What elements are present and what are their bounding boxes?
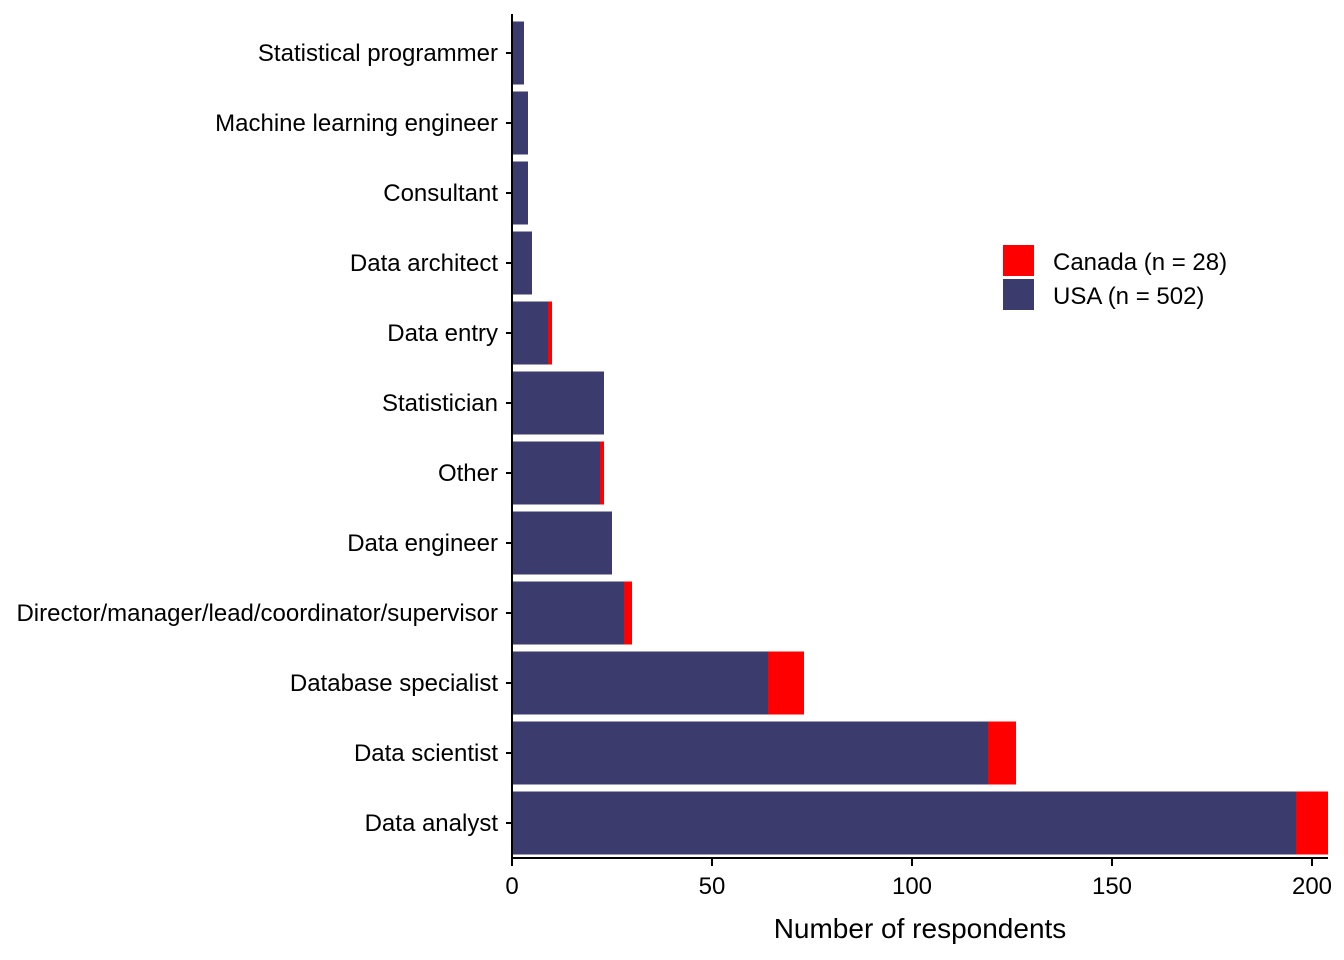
x-tick-label: 100 — [892, 873, 932, 900]
bar-usa-5 — [512, 441, 600, 505]
bar-usa-11 — [512, 21, 524, 85]
x-axis-ticks: 0 50 100 150 200 — [505, 858, 1332, 900]
legend-swatch-canada — [1003, 245, 1034, 276]
category-label: Data entry — [387, 320, 498, 347]
category-label: Consultant — [383, 180, 498, 207]
bar-canada-5 — [600, 441, 604, 505]
bars-group — [512, 21, 1328, 855]
category-label: Data scientist — [354, 740, 498, 767]
category-label: Machine learning engineer — [215, 110, 498, 137]
legend: Canada (n = 28) USA (n = 502) — [1003, 245, 1227, 310]
x-tick-label: 50 — [699, 873, 726, 900]
category-label: Other — [438, 460, 498, 487]
bar-usa-6 — [512, 371, 604, 435]
x-tick-label: 0 — [505, 873, 518, 900]
legend-label-usa: USA (n = 502) — [1053, 283, 1204, 310]
x-axis-title: Number of respondents — [774, 913, 1067, 944]
legend-label-canada: Canada (n = 28) — [1053, 249, 1227, 276]
category-label: Database specialist — [290, 670, 498, 697]
bar-canada-0 — [1296, 791, 1328, 855]
category-label: Statistician — [382, 390, 498, 417]
category-label: Data architect — [350, 250, 498, 277]
x-tick-label: 200 — [1292, 873, 1332, 900]
bar-usa-3 — [512, 581, 624, 645]
bar-usa-2 — [512, 651, 768, 715]
x-tick-label: 150 — [1092, 873, 1132, 900]
bar-usa-9 — [512, 161, 528, 225]
bar-canada-7 — [548, 301, 552, 365]
bar-usa-10 — [512, 91, 528, 155]
bar-canada-2 — [768, 651, 804, 715]
bar-usa-8 — [512, 231, 532, 295]
bar-canada-1 — [988, 721, 1016, 785]
bar-canada-3 — [624, 581, 632, 645]
category-label: Statistical programmer — [258, 40, 498, 67]
bar-usa-7 — [512, 301, 548, 365]
category-label: Data engineer — [347, 530, 498, 557]
category-label: Data analyst — [365, 810, 499, 837]
bar-usa-4 — [512, 511, 612, 575]
bar-usa-0 — [512, 791, 1296, 855]
category-label: Director/manager/lead/coordinator/superv… — [16, 600, 498, 627]
category-labels: Data analyst Data scientist Database speci… — [16, 40, 512, 837]
bar-usa-1 — [512, 721, 988, 785]
legend-swatch-usa — [1003, 279, 1034, 310]
